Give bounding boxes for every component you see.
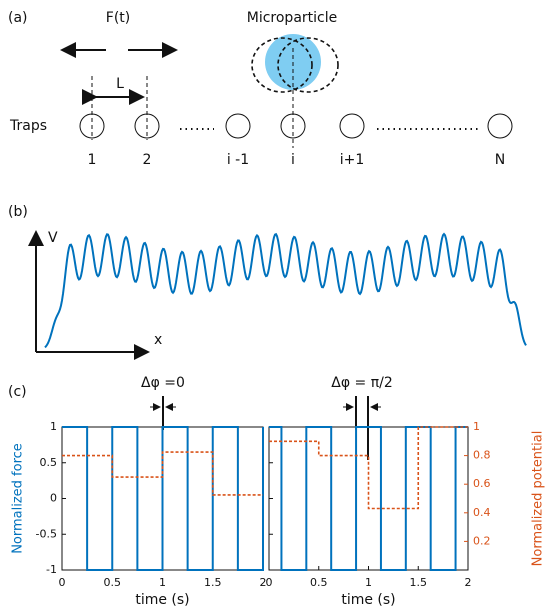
spacing-label: L	[116, 76, 124, 92]
trap-label: i -1	[227, 152, 249, 168]
trap-label: 2	[143, 152, 152, 168]
x-tick-label: 0	[59, 576, 66, 589]
panel-label: (a)	[8, 10, 28, 26]
y-axis-label: Normalized force	[11, 443, 26, 554]
y2-tick-label: 0.6	[473, 477, 491, 490]
axis-label: x	[154, 332, 162, 348]
y-tick-label: 1	[50, 420, 57, 433]
y-tick-label: -1	[46, 563, 57, 576]
trap-label: i	[291, 152, 295, 168]
particle-label: Microparticle	[247, 10, 337, 26]
series-line	[269, 426, 468, 510]
series-line	[62, 426, 264, 571]
trap-label: N	[495, 152, 505, 168]
y2-tick-label: 0.4	[473, 506, 491, 519]
y-tick-label: -0.5	[36, 527, 57, 540]
x-axis-label: time (s)	[135, 592, 189, 608]
y2-tick-label: 0.2	[473, 534, 491, 547]
x-tick-label: 0.5	[104, 576, 122, 589]
traps	[79, 113, 513, 139]
x-tick-label: 1	[159, 576, 166, 589]
x-tick-label: 1	[365, 576, 372, 589]
y2-tick-label: 1	[473, 420, 480, 433]
y-tick-label: 0.5	[40, 456, 58, 469]
y2-axis-label: Normalized potential	[531, 431, 546, 567]
potential-curve	[44, 232, 527, 349]
annotation: Δφ = π/2	[331, 375, 393, 391]
trap-label: i+1	[340, 152, 365, 168]
x-tick-label: 2	[260, 576, 267, 589]
guides	[91, 48, 294, 148]
panel-label: (c)	[8, 384, 27, 400]
particle-outline	[277, 37, 339, 93]
y2-tick-label: 0.8	[473, 449, 491, 462]
force-label: F(t)	[106, 10, 130, 26]
y-tick-label: 0	[50, 492, 57, 505]
axis-label: V	[48, 230, 58, 246]
series-line	[269, 426, 468, 571]
x-tick-label: 0.5	[310, 576, 328, 589]
particle-outline	[251, 37, 313, 93]
annotation: Δφ =0	[141, 375, 185, 391]
traps-label: Traps	[9, 118, 47, 134]
trap-labels: 1 2 i -1 i i+1 N	[88, 152, 506, 168]
x-tick-label: 1.5	[204, 576, 222, 589]
trap-label: 1	[88, 152, 97, 168]
panel-label: (b)	[8, 204, 28, 220]
x-tick-label: 0	[266, 576, 273, 589]
x-tick-label: 1.5	[410, 576, 428, 589]
x-axis-label: time (s)	[341, 592, 395, 608]
x-tick-label: 2	[465, 576, 472, 589]
series-line	[62, 451, 263, 496]
